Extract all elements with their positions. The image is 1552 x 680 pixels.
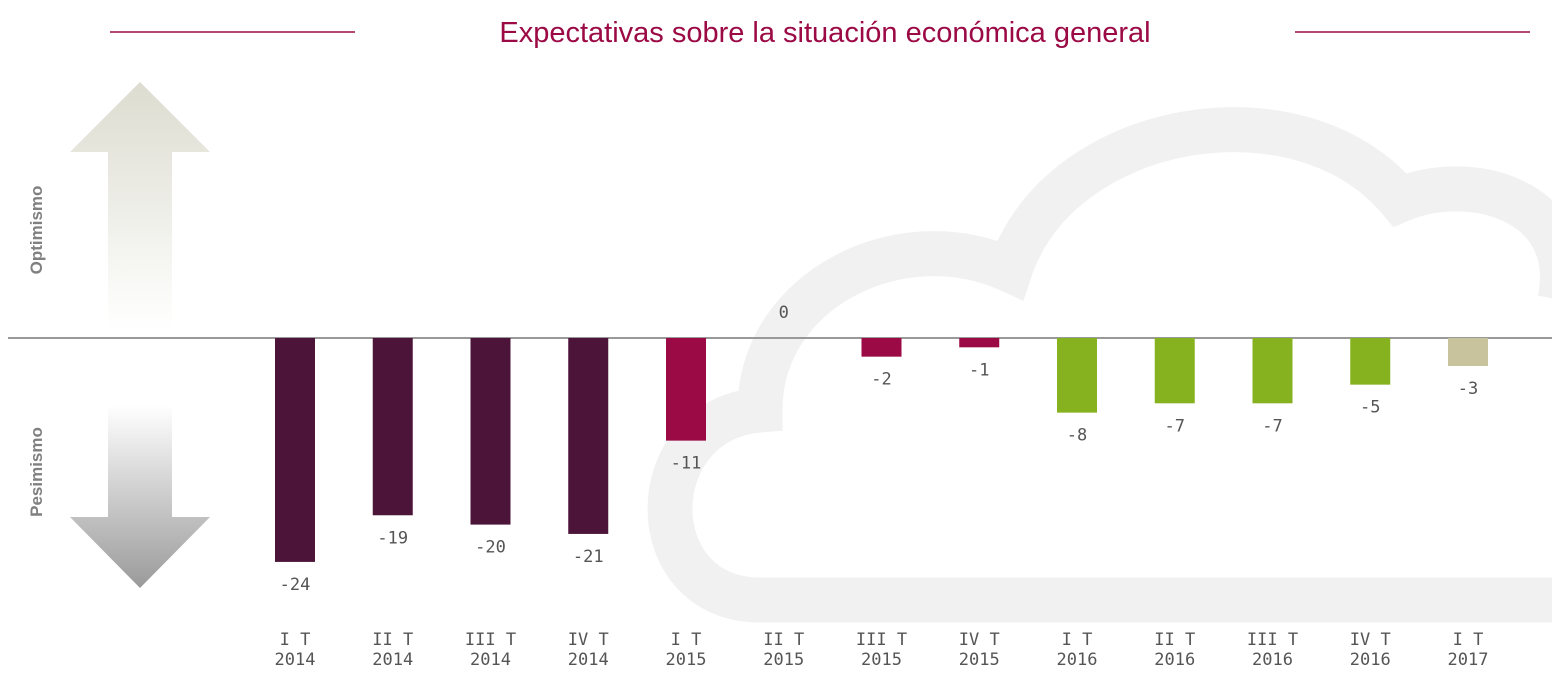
value-label: -5 [1360,398,1380,418]
pessimism-arrow [70,405,210,588]
x-tick-label: III T 2015 [832,630,932,670]
value-label: -7 [1165,416,1185,436]
bar [959,338,999,347]
x-tick-label: II T 2016 [1125,630,1225,670]
bar [373,338,413,515]
value-label: -20 [475,538,506,558]
bar [1057,338,1097,413]
value-label: 0 [779,303,789,323]
optimism-label: Optimismo [27,186,46,275]
pessimism-label: Pesimismo [27,427,46,517]
bar [568,338,608,534]
chart-title: Expectativas sobre la situación económic… [499,17,1150,49]
bar [1350,338,1390,385]
x-tick-label: I T 2016 [1027,630,1127,670]
value-label: -19 [377,528,408,548]
bar [275,338,315,562]
value-label: -21 [573,547,604,567]
bar [1253,338,1293,403]
x-tick-label: III T 2014 [441,630,541,670]
optimism-arrow [70,82,210,330]
x-tick-label: IV T 2016 [1320,630,1420,670]
value-label: -8 [1067,426,1087,446]
x-tick-label: III T 2016 [1223,630,1323,670]
bar [471,338,511,525]
x-tick-label: I T 2015 [636,630,736,670]
chart: Expectativas sobre la situación económic… [0,0,1552,680]
bar [1448,338,1488,366]
page: Expectativas sobre la situación económic… [0,0,1552,680]
bar [666,338,706,441]
background-cloud [670,130,1552,600]
value-label: -1 [969,360,989,380]
x-tick-label: I T 2014 [245,630,345,670]
value-label: -7 [1262,416,1282,436]
value-label: -24 [280,575,311,595]
x-tick-label: II T 2015 [734,630,834,670]
bar [862,338,902,357]
bar [1155,338,1195,403]
x-tick-label: II T 2014 [343,630,443,670]
value-label: -3 [1458,379,1478,399]
x-tick-label: IV T 2015 [929,630,1029,670]
value-label: -2 [871,370,891,390]
x-tick-label: IV T 2014 [538,630,638,670]
value-label: -11 [671,454,702,474]
x-tick-label: I T 2017 [1418,630,1518,670]
